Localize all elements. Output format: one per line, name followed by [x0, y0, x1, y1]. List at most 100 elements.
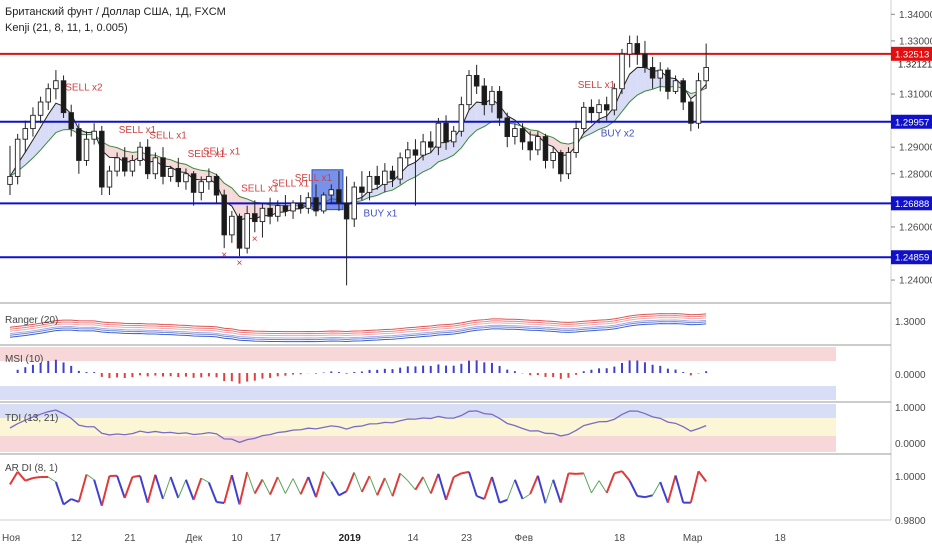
ardi-segment — [461, 470, 470, 475]
ardi-segment — [568, 472, 577, 475]
tdi-panel — [0, 404, 836, 452]
ardi-segment — [154, 474, 164, 500]
slow-line — [9, 85, 707, 207]
candle-body — [588, 106, 595, 114]
ardi-segment — [47, 476, 57, 483]
candle-body — [60, 80, 67, 114]
band-segment — [461, 110, 469, 148]
price-axis[interactable]: 1.34000 1.33000 1.31000 1.29000 1.28000 1.260… — [891, 10, 932, 287]
ardi-segment — [422, 476, 432, 494]
band-segment — [530, 129, 538, 136]
price-tag-text: 1.29957 — [895, 117, 929, 128]
time-axis[interactable]: Ноя 12 21 Дек 10 17 2019 14 23 Фев 18 Мар 18 — [2, 533, 786, 544]
ardi-segment — [414, 476, 424, 491]
candle-body — [504, 117, 511, 138]
ardi-segment — [614, 470, 623, 475]
ranger-tick: 1.3000 — [895, 317, 926, 328]
candle-body — [374, 175, 380, 185]
candle-body — [144, 146, 151, 175]
ardi-segment — [284, 478, 294, 494]
candle-body — [83, 138, 90, 161]
price-tick-label: 1.26000 — [899, 222, 932, 233]
ardi-segment — [207, 482, 218, 503]
price-tag — [891, 114, 932, 129]
ardi-segment — [522, 493, 531, 500]
date-label: 23 — [461, 533, 473, 544]
candle-body — [190, 173, 197, 193]
signal-label: SELL x1 — [119, 125, 157, 136]
candle-body — [137, 146, 143, 161]
ardi-segment — [132, 474, 141, 478]
price-tick-label: 1.31000 — [899, 90, 932, 101]
candle-body — [121, 157, 128, 172]
candle-body — [229, 215, 235, 236]
candle-body — [428, 141, 434, 148]
candle-body — [236, 215, 243, 249]
price-tick-label: 1.28000 — [899, 169, 932, 180]
candle-body — [496, 90, 503, 119]
ardi-segment — [499, 498, 508, 504]
candle-body — [68, 112, 74, 130]
ardi-segment — [139, 475, 149, 503]
horizontal-levels[interactable] — [0, 52, 891, 259]
indicator-label: Kenji (21, 8, 11, 1, 0.005) — [5, 22, 128, 34]
ardi-segment — [590, 480, 600, 494]
candle-body — [366, 175, 373, 193]
candle-body — [672, 80, 679, 92]
signal-label: SELL x1 — [578, 80, 616, 91]
date-label: Дек — [186, 533, 203, 544]
candle-body — [336, 189, 342, 204]
band-segment — [25, 139, 33, 166]
candle-body — [129, 160, 136, 172]
ranger-line — [9, 321, 707, 341]
ranger-line — [9, 313, 707, 333]
price-tag — [891, 196, 932, 211]
candle-body — [206, 175, 212, 183]
ardi-segment — [32, 476, 41, 479]
candle-body — [405, 149, 411, 159]
date-label: 10 — [232, 533, 244, 544]
ardi-segment — [277, 476, 286, 494]
candle-body — [221, 194, 227, 236]
candle-body — [519, 128, 526, 143]
band-segment — [361, 190, 370, 201]
candle-body — [160, 157, 166, 177]
date-label: 17 — [270, 533, 282, 544]
tdi-tick-low: 0.0000 — [895, 439, 926, 450]
candle-body — [76, 128, 82, 161]
ardi-segment — [583, 473, 592, 494]
candle-body — [466, 74, 472, 106]
ardi-segment — [269, 476, 279, 495]
ardi-segment — [123, 476, 134, 499]
ardi-segment — [689, 471, 700, 503]
ardi-segment — [201, 477, 210, 483]
band-segment — [446, 138, 454, 159]
ardi-segment — [545, 479, 554, 504]
candle-body — [114, 157, 120, 172]
candle-body — [259, 207, 266, 223]
candle-body — [695, 80, 702, 124]
signal-label: SELL x1 — [203, 146, 241, 157]
ardi-segment — [437, 473, 448, 501]
band-segment — [430, 142, 439, 169]
band-segment — [629, 67, 638, 102]
candle-body — [550, 152, 556, 161]
ardi-segment — [506, 479, 516, 501]
candle-body — [688, 101, 694, 124]
ardi-segment — [177, 479, 187, 499]
candle-body — [305, 197, 312, 209]
candle-body — [53, 80, 59, 90]
band-segment — [400, 165, 408, 186]
candle-body — [91, 130, 97, 140]
msi-upper-zone — [0, 347, 836, 361]
ardi-segment — [246, 471, 256, 494]
signal-label: BUY x2 — [601, 129, 635, 140]
candle-body — [22, 128, 29, 140]
date-label: Мар — [683, 533, 703, 544]
ardi-segment — [536, 475, 547, 504]
date-label: 21 — [124, 533, 136, 544]
band-segment — [377, 182, 385, 196]
